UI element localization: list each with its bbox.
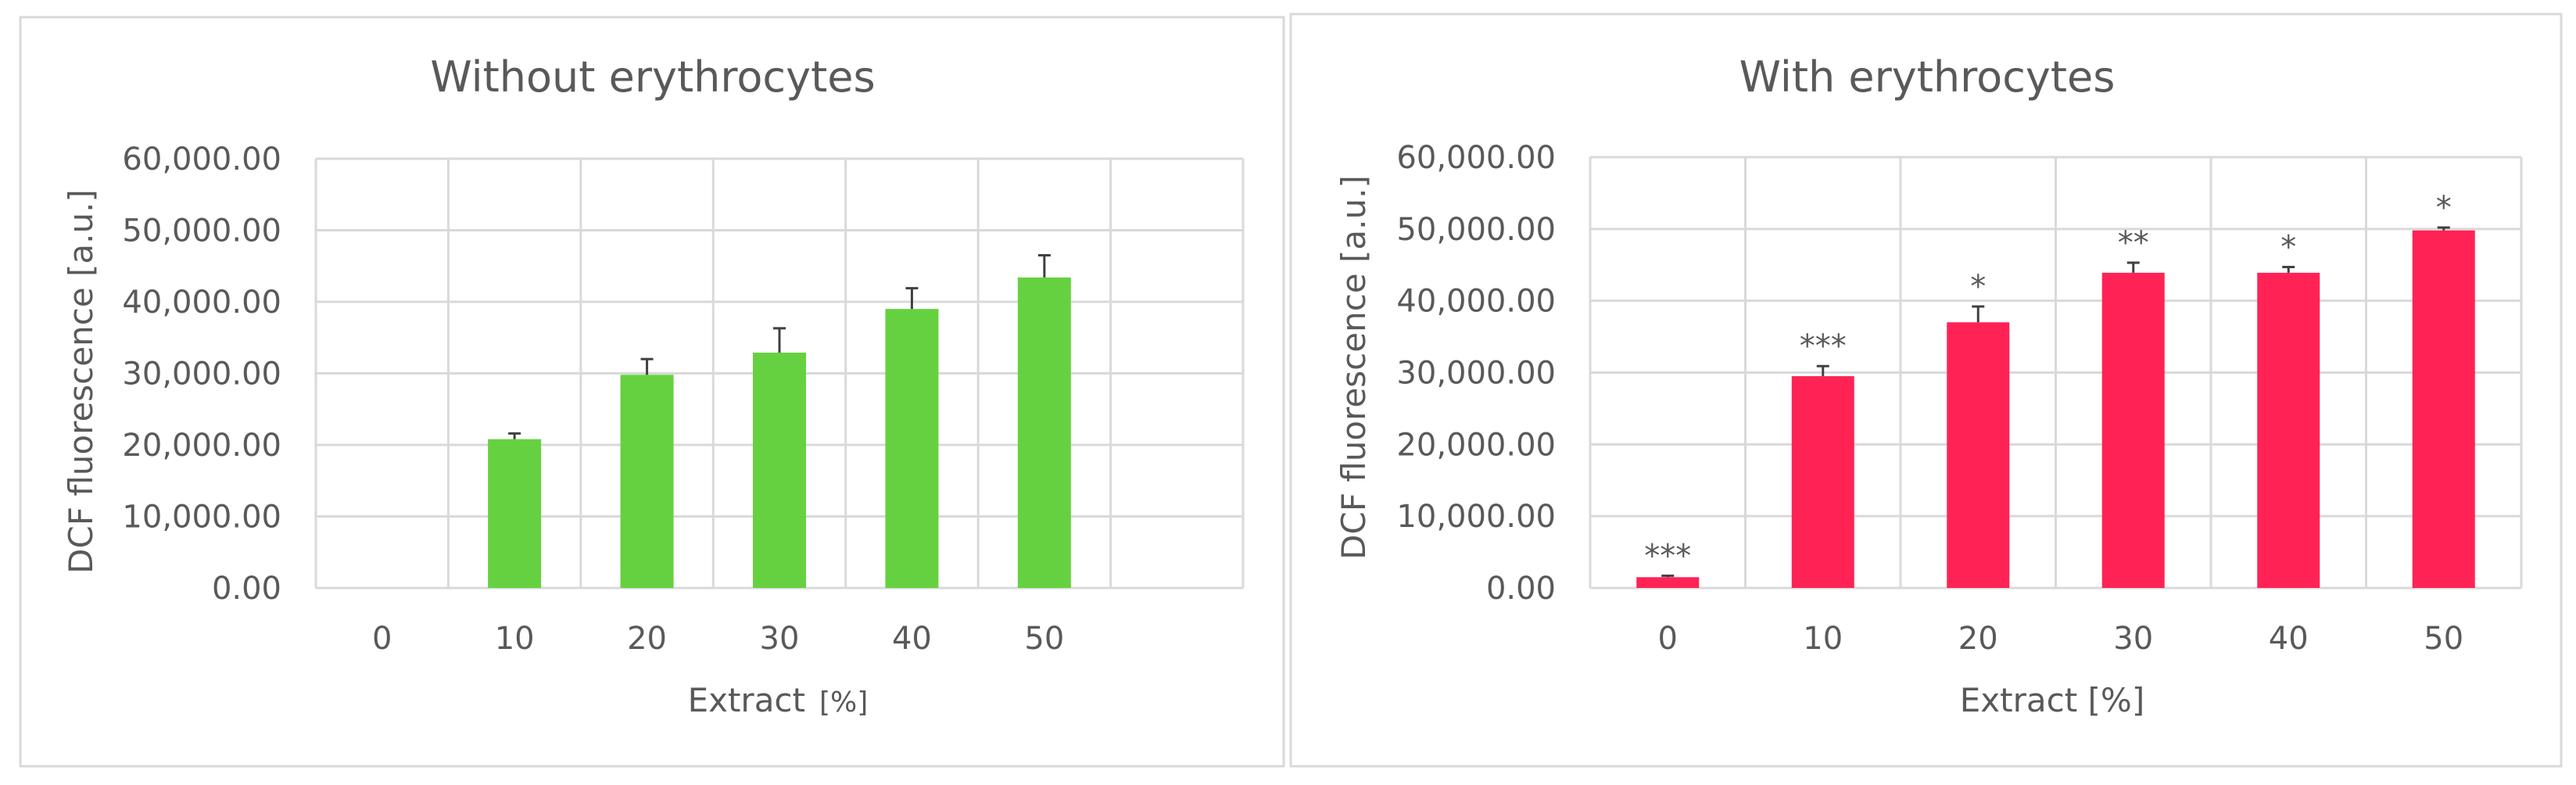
x-axis-unit: [%] xyxy=(819,686,868,719)
significance-label: ** xyxy=(2118,225,2149,261)
chart-panel-left: Without erythrocytes 0.00 10,000.00 20,000… xyxy=(19,16,1285,768)
bar xyxy=(1636,577,1700,588)
x-tick-label: 30 xyxy=(760,621,800,657)
bar xyxy=(885,309,939,588)
panel-border xyxy=(1289,13,2563,768)
y-tick-label: 60,000.00 xyxy=(1396,140,1556,176)
y-tick-label: 30,000.00 xyxy=(122,357,281,392)
x-axis-label: Extract xyxy=(688,681,805,719)
y-tick-label: 60,000.00 xyxy=(122,142,281,177)
x-tick-label: 10 xyxy=(495,621,535,657)
y-tick-labels: 0.00 10,000.00 20,000.00 30,000.00 40,000.00… xyxy=(122,142,281,607)
significance-label: *** xyxy=(1800,328,1847,364)
x-tick-label: 20 xyxy=(1958,621,1998,657)
y-tick-label: 10,000.00 xyxy=(1396,499,1556,535)
x-tick-labels: 0 10 20 30 40 50 xyxy=(1658,621,2464,657)
panel-border xyxy=(19,16,1285,768)
bar xyxy=(753,352,806,588)
x-tick-label: 0 xyxy=(372,621,392,657)
x-axis-label: Extract [%] xyxy=(1960,681,2144,719)
x-tick-label: 50 xyxy=(2424,621,2463,657)
y-axis-label: DCF fluorescence [a.u.] xyxy=(62,189,100,574)
bar xyxy=(1791,376,1854,588)
y-tick-label: 40,000.00 xyxy=(122,285,281,321)
bars xyxy=(1636,230,2475,588)
significance-label: *** xyxy=(1644,538,1691,574)
significance-label: * xyxy=(2280,230,2296,266)
bars xyxy=(488,277,1071,588)
chart-title: With erythrocytes xyxy=(1739,52,2116,102)
y-tick-label: 20,000.00 xyxy=(122,428,281,464)
gridlines xyxy=(1589,156,2523,590)
x-tick-label: 50 xyxy=(1024,621,1064,657)
bar xyxy=(1017,277,1071,588)
significance-label: * xyxy=(1970,269,1986,305)
chart-title: Without erythrocytes xyxy=(430,52,875,102)
y-tick-label: 30,000.00 xyxy=(1396,356,1556,392)
x-tick-label: 0 xyxy=(1658,621,1678,657)
y-tick-label: 20,000.00 xyxy=(1396,427,1556,463)
bar xyxy=(620,375,674,588)
error-bars xyxy=(1661,226,2450,578)
bar xyxy=(2101,272,2165,588)
x-tick-label: 10 xyxy=(1803,621,1843,657)
x-tick-label: 30 xyxy=(2113,621,2153,657)
bar xyxy=(2412,230,2475,588)
y-tick-label: 0.00 xyxy=(212,571,281,607)
significance-labels: ********* ** xyxy=(1644,190,2452,574)
y-tick-label: 50,000.00 xyxy=(122,213,281,249)
y-tick-label: 50,000.00 xyxy=(1396,212,1556,248)
y-tick-labels: 0.00 10,000.00 20,000.00 30,000.00 40,000.00… xyxy=(1396,140,1556,607)
y-tick-label: 10,000.00 xyxy=(122,500,281,536)
y-axis-label: DCF fluorescence [a.u.] xyxy=(1335,175,1373,560)
gridlines xyxy=(314,157,1245,590)
y-tick-label: 40,000.00 xyxy=(1396,284,1556,320)
bar xyxy=(2257,272,2320,588)
x-tick-labels: 0 10 20 30 40 50 xyxy=(372,621,1064,657)
y-tick-label: 0.00 xyxy=(1486,571,1556,607)
x-tick-label: 20 xyxy=(627,621,667,657)
bar xyxy=(1947,322,2010,588)
error-bars xyxy=(508,254,1051,439)
x-tick-label: 40 xyxy=(2269,621,2309,657)
chart-panel-right: With erythrocytes 0.00 10,000.00 20,000.00… xyxy=(1289,13,2563,768)
bar xyxy=(488,439,542,588)
significance-label: * xyxy=(2436,190,2452,226)
x-tick-label: 40 xyxy=(892,621,932,657)
